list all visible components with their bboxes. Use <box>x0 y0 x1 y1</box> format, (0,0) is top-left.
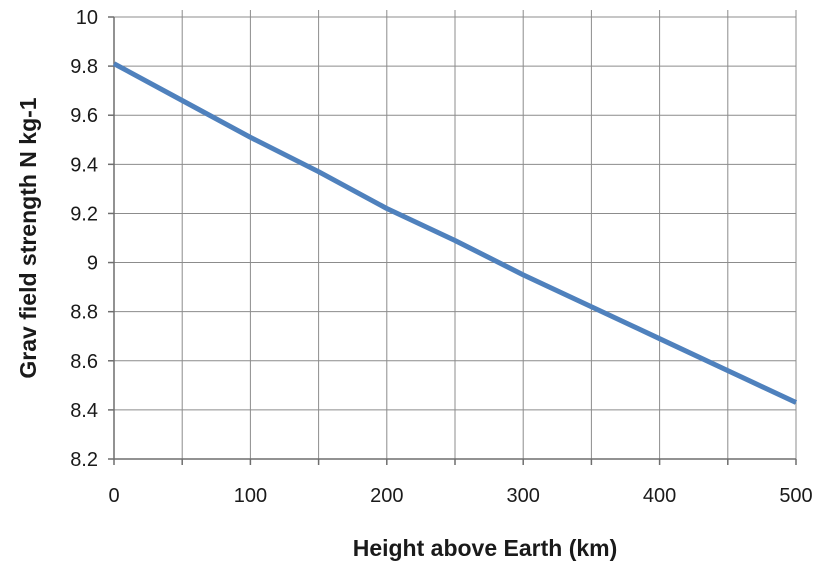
y-tick-label: 9.6 <box>70 105 98 127</box>
y-tick-labels: 8.2 8.4 8.6 8.8 9 9.2 9.4 9.6 9.8 10 <box>70 7 98 471</box>
y-tick-label: 8.8 <box>70 302 98 324</box>
y-gridlines <box>114 16 796 411</box>
y-tick-label: 8.4 <box>70 400 98 422</box>
y-tick-label: 9 <box>87 253 98 275</box>
y-tick-label: 8.6 <box>70 351 98 373</box>
x-tick-label: 300 <box>507 485 540 507</box>
x-tick-label: 200 <box>370 485 403 507</box>
y-tick-label: 9.4 <box>70 154 98 176</box>
x-tick-labels: 0 100 200 300 400 500 <box>108 485 812 507</box>
x-tick-label: 400 <box>643 485 676 507</box>
series-layer <box>112 61 798 405</box>
x-tick-label: 500 <box>779 485 812 507</box>
x-axis-title: Height above Earth (km) <box>353 535 618 561</box>
y-tick-label: 9.8 <box>70 56 98 78</box>
y-axis-title: Grav field strength N kg-1 <box>15 97 41 378</box>
x-tick-label: 0 <box>108 485 119 507</box>
x-gridlines <box>181 10 797 459</box>
y-tick-label: 9.2 <box>70 203 98 225</box>
y-tick-label: 10 <box>76 7 98 29</box>
series-line <box>112 61 798 405</box>
y-tick-label: 8.2 <box>70 449 98 471</box>
axes <box>108 16 797 465</box>
x-tick-label: 100 <box>234 485 267 507</box>
